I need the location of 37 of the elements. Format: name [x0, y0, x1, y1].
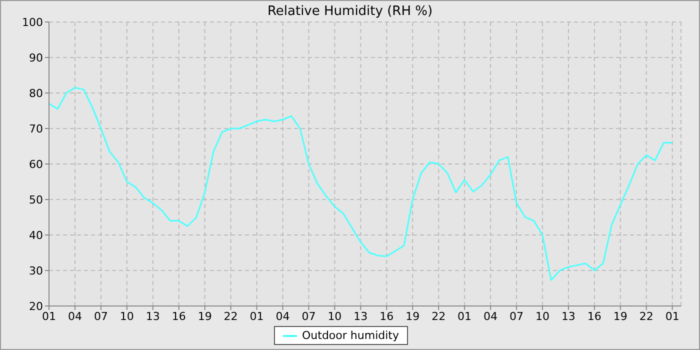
x-tick-label: 16: [587, 310, 602, 323]
chart-title: Relative Humidity (RH %): [267, 4, 433, 19]
x-tick-label: 22: [639, 310, 654, 323]
x-tick-label: 13: [146, 310, 160, 323]
x-tick-label: 01: [458, 310, 472, 323]
x-tick-label: 07: [302, 310, 316, 323]
x-tick-label: 10: [328, 310, 342, 323]
x-tick-label: 04: [484, 310, 498, 323]
y-tick-label: 40: [29, 228, 43, 242]
y-tick-label: 80: [29, 86, 43, 100]
x-tick-label: 13: [561, 310, 576, 323]
y-tick-label: 100: [22, 16, 43, 29]
y-tick-label: 50: [29, 193, 43, 206]
y-tick-label: 20: [29, 300, 43, 313]
x-tick-label: 07: [510, 310, 524, 323]
x-tick-label: 01: [665, 310, 680, 323]
y-tick-label: 70: [29, 122, 43, 136]
x-tick-label: 19: [198, 310, 212, 323]
line-series: [49, 86, 674, 281]
x-tick-label: 04: [68, 310, 82, 323]
x-tick-label: 16: [380, 310, 394, 323]
x-tick-label: 19: [406, 310, 420, 323]
x-tick-label: 04: [276, 310, 290, 323]
x-tick-label: 01: [250, 310, 264, 323]
x-tick-label: 07: [94, 310, 108, 323]
legend-label: Outdoor humidity: [302, 329, 399, 342]
x-tick-label: 19: [613, 310, 628, 323]
y-tick-label: 30: [29, 264, 43, 278]
x-tick-label: 10: [535, 310, 550, 323]
x-tick-label: 01: [42, 310, 56, 323]
y-tick-label: 60: [29, 158, 43, 171]
x-tick-label: 22: [432, 310, 446, 323]
y-tick-label: 90: [29, 51, 43, 64]
x-tick-label: 22: [224, 310, 238, 323]
x-tick-label: 13: [354, 310, 368, 323]
x-tick-label: 16: [172, 310, 186, 323]
x-tick-label: 10: [120, 310, 134, 323]
